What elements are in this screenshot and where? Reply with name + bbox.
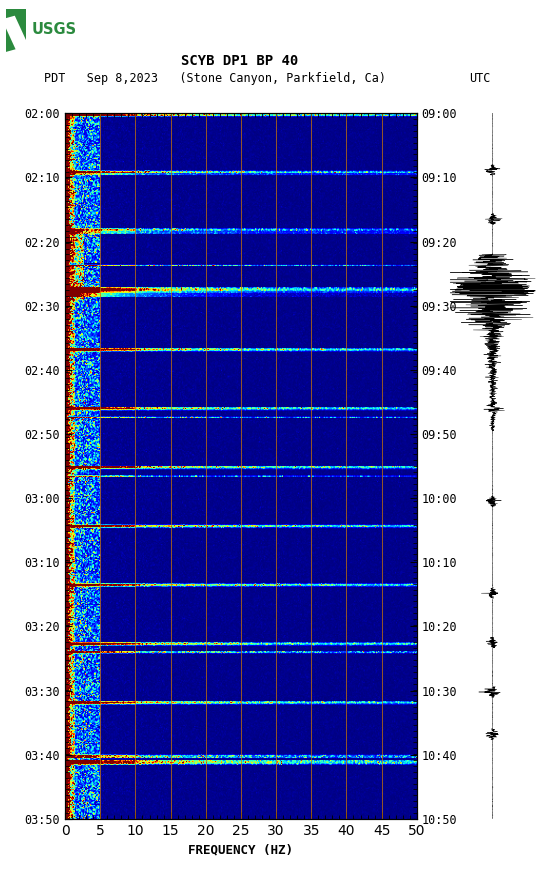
Text: USGS: USGS	[32, 22, 77, 37]
Text: UTC: UTC	[470, 72, 491, 85]
Text: SCYB DP1 BP 40: SCYB DP1 BP 40	[182, 54, 299, 68]
X-axis label: FREQUENCY (HZ): FREQUENCY (HZ)	[188, 843, 294, 856]
Bar	[6, 9, 26, 52]
Text: PDT   Sep 8,2023   (Stone Canyon, Parkfield, Ca): PDT Sep 8,2023 (Stone Canyon, Parkfield,…	[44, 72, 386, 85]
FancyArrow shape	[2, 16, 43, 93]
